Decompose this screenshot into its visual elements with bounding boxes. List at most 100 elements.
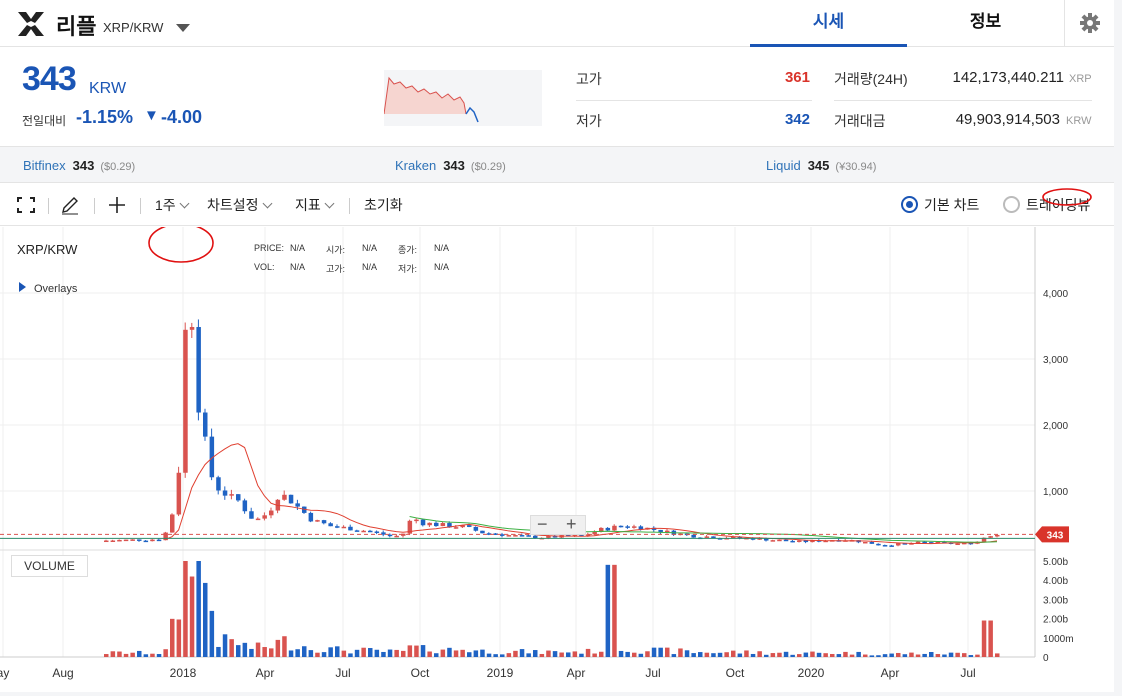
volume-bar <box>407 645 413 657</box>
candle-body <box>612 525 617 531</box>
settings-button[interactable] <box>1064 0 1114 47</box>
candle-body <box>453 527 459 529</box>
red-circle-annotation <box>148 223 214 263</box>
candle-body <box>143 540 149 543</box>
exchange-name: Bitfinex <box>23 158 66 173</box>
candle-body <box>269 510 274 516</box>
zoom-in-button[interactable]: + <box>566 514 577 534</box>
period-select[interactable]: 1주 <box>155 195 190 215</box>
candle-body <box>156 539 162 542</box>
volume-bar <box>843 651 848 657</box>
candle-body <box>460 525 465 528</box>
time-axis-tick: Jul <box>335 666 350 680</box>
volume-bar <box>882 654 888 657</box>
volume-bar <box>948 652 954 657</box>
volume-bar <box>526 653 531 657</box>
candle-body <box>341 526 347 529</box>
candle-body <box>896 543 901 546</box>
info-value: N/A <box>434 262 450 272</box>
top-bar: 리플 XRP/KRW 시세 정보 <box>0 0 1114 47</box>
candle-body <box>770 540 776 542</box>
candle-body <box>777 539 782 542</box>
pair-dropdown-icon[interactable] <box>176 24 190 32</box>
volume-bar <box>876 655 881 657</box>
time-axis-tick: Apr <box>567 666 586 680</box>
chart-settings-menu[interactable]: 차트설정 <box>207 195 272 215</box>
coin-pair[interactable]: XRP/KRW <box>103 20 164 35</box>
time-axis-tick: 2018 <box>170 666 197 680</box>
price-axis-tick: 4,000 <box>1043 289 1068 300</box>
volume-bar <box>533 650 538 657</box>
candle-body <box>665 530 670 533</box>
info-label: 종가: <box>398 245 418 255</box>
volume-bar <box>698 652 703 657</box>
exchange-kraken[interactable]: Kraken 343 ($0.29) <box>395 158 506 173</box>
volume-bar <box>539 653 545 657</box>
right-border <box>1114 0 1122 696</box>
candle-body <box>506 535 512 537</box>
candle-body <box>315 520 320 522</box>
volume-bar <box>328 647 333 657</box>
candle-body <box>889 545 894 547</box>
pencil-icon[interactable] <box>60 195 80 215</box>
time-axis-tick: 2020 <box>798 666 825 680</box>
volume-bar <box>354 649 360 657</box>
volume-bar <box>790 654 795 657</box>
volume-axis-tick: 3.00b <box>1043 595 1068 606</box>
info-label: VOL: <box>254 262 275 272</box>
volume-bar <box>625 651 630 657</box>
reset-button[interactable]: 초기화 <box>364 197 403 213</box>
volume-bar <box>288 650 294 657</box>
amount-label: 거래대금 <box>834 113 886 129</box>
candle-body <box>935 541 941 544</box>
toolbar-separator <box>94 198 95 214</box>
candle-body <box>203 412 208 437</box>
candle-body <box>790 540 795 543</box>
volume-bar <box>962 653 967 657</box>
volume-bar <box>592 653 597 657</box>
tab-info[interactable]: 정보 <box>969 12 1002 31</box>
volume-axis-tick: 2.00b <box>1043 615 1068 626</box>
chart-symbol: XRP/KRW <box>17 242 78 257</box>
moving-average-short <box>165 443 998 545</box>
overlays-label: Overlays <box>34 283 78 295</box>
crosshair-icon[interactable] <box>107 195 127 215</box>
candle-body <box>869 541 875 544</box>
chart-canvas[interactable]: 4,000 3,000 2,000 1,000 5.00b 4.00b 3.00b 2.00b… <box>0 223 1114 692</box>
volume-bar <box>308 650 314 657</box>
period-label: 1주 <box>155 197 176 213</box>
volume-bar <box>935 654 941 657</box>
basic-chart-label[interactable]: 기본 차트 <box>924 197 980 213</box>
candle-body <box>882 545 888 547</box>
exchange-liquid[interactable]: Liquid 345 (¥30.94) <box>766 158 876 173</box>
exchange-bitfinex[interactable]: Bitfinex 343 ($0.29) <box>23 158 135 173</box>
basic-chart-radio[interactable] <box>901 196 918 213</box>
tab-quote[interactable]: 시세 <box>750 0 907 47</box>
info-value: N/A <box>290 243 306 253</box>
price-chart[interactable]: 4,000 3,000 2,000 1,000 5.00b 4.00b 3.00b 2.00b… <box>0 223 1114 692</box>
volume-bar <box>203 582 208 657</box>
volume-bar <box>500 654 505 657</box>
fullscreen-icon[interactable] <box>17 197 35 213</box>
candle-body <box>348 526 353 531</box>
zoom-out-button[interactable]: − <box>537 514 548 534</box>
volume-bar <box>381 651 386 657</box>
volume-bar <box>572 651 578 657</box>
overlays-toggle[interactable]: Overlays <box>19 282 77 295</box>
volume-bar <box>849 654 855 657</box>
candle-body <box>308 512 314 522</box>
volume-bar <box>605 564 611 657</box>
volume-bar <box>183 561 188 657</box>
candle-body <box>717 538 723 540</box>
info-value: N/A <box>290 262 306 272</box>
amount-value: 49,903,914,503 <box>955 111 1060 128</box>
volume-bar <box>189 576 195 657</box>
volume-bar <box>889 653 894 657</box>
volume-bar <box>394 649 399 657</box>
tradingview-radio[interactable] <box>1003 196 1020 213</box>
candle-body <box>922 541 927 544</box>
volume-bar <box>638 653 644 657</box>
candle-body <box>434 522 439 527</box>
indicators-menu[interactable]: 지표 <box>295 195 335 215</box>
volume-bar <box>909 652 914 657</box>
